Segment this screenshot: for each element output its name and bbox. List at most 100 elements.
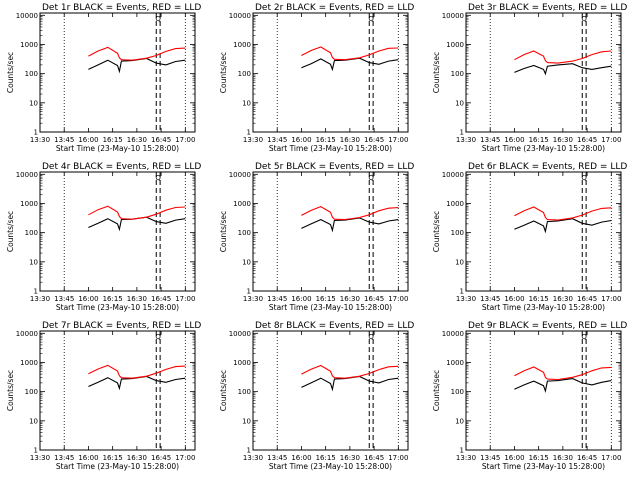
x-tick-label: 16:30 [340,295,360,303]
y-tick-label: 10000 [442,171,464,179]
x-tick-label: 13:45 [267,454,287,462]
x-tick-label: 16:30 [553,136,573,144]
y-tick-label: 100 [451,70,464,78]
x-tick-label: 16:45 [151,136,171,144]
x-tick-label: 16:30 [553,295,573,303]
panel-4: Det 4r BLACK = Events, RED = LLD 13:30 13:… [6,162,201,312]
plot-frame [39,171,196,292]
x-tick-label: 16:15 [529,136,549,144]
y-tick-label: 10 [455,258,464,266]
y-axis-label: Counts/sec [6,211,15,252]
panel-title: Det 4r BLACK = Events, RED = LLD [42,162,201,172]
series-line-events [514,63,612,76]
series-line-events [514,378,612,394]
y-tick-label: 1000 [446,200,464,208]
series-line-events [88,57,186,74]
y-tick-label: 1000 [20,200,38,208]
x-tick-label: 16:45 [151,295,171,303]
panel-title: Det 8r BLACK = Events, RED = LLD [255,321,414,331]
x-tick-label: 13:30 [456,136,476,144]
series-line-events [301,217,399,233]
x-tick-label: 13:30 [30,295,50,303]
x-tick-label: 16:15 [103,295,123,303]
x-tick-label: 16:30 [340,454,360,462]
panel-title: Det 9r BLACK = Events, RED = LLD [468,321,627,331]
y-tick-label: 10000 [442,12,464,20]
x-tick-label: 13:45 [480,295,500,303]
y-tick-label: 100 [25,388,38,396]
series-line-events [514,218,612,234]
plot-frame [39,12,196,133]
x-tick-label: 13:30 [243,454,263,462]
x-axis-label: Start Time (23-May-10 15:28:00) [56,303,179,312]
y-tick-label: 100 [238,70,251,78]
x-axis-label: Start Time (23-May-10 15:28:00) [269,462,392,471]
y-tick-label: 100 [451,229,464,237]
y-tick-label: 10000 [229,12,251,20]
x-tick-label: 16:45 [577,454,597,462]
series-line-events [88,375,186,391]
marker-label: Q [155,15,161,23]
series-line-lld [301,46,399,61]
y-tick-label: 10000 [16,330,38,338]
marker-label: Q [368,174,374,182]
y-tick-label: 100 [238,229,251,237]
marker-label: Q [581,15,587,23]
y-tick-label: 100 [451,388,464,396]
panel-title: Det 1r BLACK = Events, RED = LLD [42,3,201,13]
x-tick-label: 16:45 [151,454,171,462]
y-tick-label: 1 [460,288,464,296]
x-tick-label: 13:45 [54,295,74,303]
x-axis-label: Start Time (23-May-10 15:28:00) [269,144,392,153]
x-tick-label: 17:00 [175,136,195,144]
series-line-lld [88,364,186,379]
panel-title: Det 6r BLACK = Events, RED = LLD [468,162,627,172]
x-tick-label: 17:00 [388,136,408,144]
x-axis-label: Start Time (23-May-10 15:28:00) [269,303,392,312]
x-tick-label: 13:30 [456,295,476,303]
y-tick-label: 1 [34,129,38,137]
y-axis-label: Counts/sec [432,52,441,93]
x-axis-label: Start Time (23-May-10 15:28:00) [482,303,605,312]
x-tick-label: 16:00 [504,295,524,303]
y-tick-label: 1000 [20,41,38,49]
y-tick-label: 10000 [229,330,251,338]
series-line-events [301,375,399,392]
y-tick-label: 10 [29,258,38,266]
y-tick-label: 1000 [20,359,38,367]
series-line-lld [301,364,399,379]
y-tick-label: 1 [460,447,464,455]
series-line-lld [514,206,612,221]
x-tick-label: 13:45 [480,136,500,144]
x-tick-label: 16:45 [577,136,597,144]
x-tick-label: 16:15 [103,454,123,462]
x-tick-label: 16:00 [504,136,524,144]
y-axis-label: Counts/sec [219,370,228,411]
x-tick-label: 16:00 [78,454,98,462]
panel-6: Det 6r BLACK = Events, RED = LLD 13:30 13:… [432,162,627,312]
plot-frame [465,330,622,451]
y-tick-label: 1000 [446,359,464,367]
marker-label: Q [581,174,587,182]
plot-frame [39,330,196,451]
x-tick-label: 16:00 [291,454,311,462]
x-tick-label: 17:00 [388,454,408,462]
x-tick-label: 16:45 [364,454,384,462]
panel-title: Det 2r BLACK = Events, RED = LLD [255,3,414,13]
x-tick-label: 17:00 [175,454,195,462]
y-tick-label: 1000 [446,41,464,49]
panel-9: Det 9r BLACK = Events, RED = LLD 13:30 13:… [432,321,627,471]
plot-frame [465,12,622,133]
y-tick-label: 1 [247,129,251,137]
series-line-lld [88,205,186,220]
y-tick-label: 10 [455,99,464,107]
x-tick-label: 16:45 [364,295,384,303]
y-axis-label: Counts/sec [6,52,15,93]
x-tick-label: 16:30 [127,295,147,303]
y-axis-label: Counts/sec [219,52,228,93]
y-tick-label: 10 [455,417,464,425]
panel-3: Det 3r BLACK = Events, RED = LLD 13:30 13:… [432,3,627,153]
x-tick-label: 17:00 [601,454,621,462]
y-axis-label: Counts/sec [432,370,441,411]
